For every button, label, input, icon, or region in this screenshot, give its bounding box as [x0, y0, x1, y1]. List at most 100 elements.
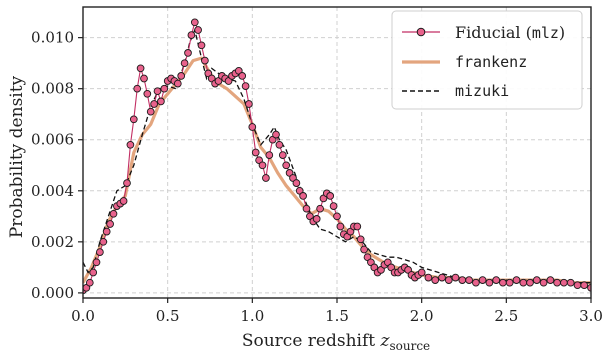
data-point-fiducial	[194, 26, 202, 34]
legend-swatch-fiducial-marker	[416, 27, 426, 37]
x-tick-label: 2.0	[410, 307, 434, 325]
data-point-fiducial	[472, 278, 480, 287]
series-group	[83, 18, 591, 295]
y-tick-label: 0.002	[31, 233, 74, 251]
data-point-fiducial	[99, 237, 108, 246]
data-point-fiducial	[424, 273, 433, 282]
data-point-fiducial	[431, 276, 440, 284]
x-axis-label-text: Source redshift	[242, 331, 375, 350]
data-point-fiducial	[282, 161, 291, 170]
x-tick-label: 0.5	[156, 307, 180, 325]
x-tick-label: 0.0	[71, 307, 95, 325]
data-point-fiducial	[119, 197, 128, 205]
data-point-fiducial	[146, 107, 155, 116]
data-point-fiducial	[505, 278, 514, 287]
data-point-fiducial	[153, 87, 162, 96]
legend-label-mizuki: mizuki	[455, 82, 509, 100]
y-tick-label: 0.004	[31, 182, 74, 200]
data-point-fiducial	[85, 278, 94, 287]
data-point-fiducial	[499, 278, 507, 287]
data-point-fiducial	[126, 140, 135, 149]
data-point-fiducial	[292, 179, 301, 187]
data-point-fiducial	[438, 273, 446, 282]
data-point-fiducial	[258, 161, 267, 170]
y-axis-label: Probability density	[7, 75, 27, 238]
data-point-fiducial	[133, 84, 142, 93]
data-point-fiducial	[160, 84, 169, 93]
data-point-fiducial	[360, 245, 368, 254]
data-point-fiducial	[356, 235, 365, 244]
data-point-fiducial	[102, 227, 111, 236]
legend-label-fiducial-code: mlz	[532, 24, 559, 42]
data-point-fiducial	[458, 276, 467, 284]
data-point-fiducial	[150, 100, 158, 108]
data-point-fiducial	[573, 281, 582, 290]
data-point-fiducial	[251, 148, 260, 157]
x-axis-label-sub: source	[389, 339, 430, 350]
data-point-fiducial	[275, 140, 284, 149]
data-point-fiducial	[241, 82, 250, 90]
data-point-fiducial	[106, 220, 114, 228]
data-point-fiducial	[197, 41, 206, 50]
data-point-fiducial	[532, 276, 541, 284]
legend: Fiducial (mlz) frankenz mizuki	[391, 10, 583, 110]
data-point-fiducial	[136, 64, 145, 73]
x-axis-label-symbol: z	[380, 331, 391, 350]
data-point-fiducial	[485, 278, 494, 287]
data-point-fiducial	[201, 56, 209, 65]
x-tick-label: 2.5	[494, 307, 518, 325]
data-point-fiducial	[353, 222, 362, 231]
data-point-fiducial	[326, 192, 335, 200]
data-point-fiducial	[245, 100, 253, 108]
data-point-fiducial	[157, 97, 165, 106]
y-tick-label: 0.010	[31, 29, 74, 47]
data-point-fiducial	[444, 276, 453, 284]
data-point-fiducial	[248, 123, 257, 131]
data-point-fiducial	[546, 276, 555, 284]
data-point-fiducial	[262, 174, 270, 182]
legend-label-fiducial-text: Fiducial	[455, 23, 521, 42]
data-point-fiducial	[417, 268, 426, 277]
legend-label-frankenz: frankenz	[455, 53, 527, 71]
y-tick-label: 0.008	[31, 80, 74, 98]
data-point-fiducial	[333, 212, 341, 221]
data-point-fiducial	[336, 222, 345, 231]
ticks: 0.0 0.5 1.0 1.5 2.0 2.5 3.0 0.000 0.002 0.004 0.00…	[31, 29, 602, 325]
data-point-fiducial	[512, 276, 521, 284]
data-point-fiducial	[238, 72, 247, 80]
data-point-fiducial	[92, 258, 101, 267]
data-point-fiducial	[519, 278, 528, 287]
data-point-fiducial	[180, 59, 189, 68]
series-line-mizuki	[83, 27, 591, 284]
data-point-fiducial	[299, 192, 307, 200]
data-point-fiducial	[566, 278, 575, 287]
data-point-fiducial	[89, 268, 98, 277]
x-tick-label: 3.0	[579, 307, 602, 325]
data-point-fiducial	[560, 278, 568, 287]
data-point-fiducial	[190, 18, 199, 27]
data-point-fiducial	[278, 151, 287, 159]
plot-area	[83, 18, 591, 295]
data-point-fiducial	[316, 204, 324, 213]
data-point-fiducial	[329, 202, 338, 210]
data-point-fiducial	[173, 79, 182, 88]
data-point-fiducial	[265, 151, 274, 159]
data-point-fiducial	[177, 72, 186, 80]
legend-box	[391, 10, 583, 110]
y-tick-label: 0.006	[31, 131, 74, 149]
data-point-fiducial	[272, 130, 280, 139]
data-point-fiducial	[109, 209, 118, 218]
y-tick-label: 0.000	[31, 284, 74, 302]
data-point-fiducial	[492, 276, 501, 284]
data-point-fiducial	[465, 276, 473, 284]
x-axis-label: Source redshift zsource	[242, 331, 430, 350]
data-point-fiducial	[184, 49, 192, 57]
data-point-fiducial	[451, 273, 460, 282]
data-point-fiducial	[553, 278, 561, 287]
data-point-fiducial	[312, 215, 321, 223]
data-point-fiducial	[187, 31, 196, 39]
x-tick-label: 1.0	[240, 307, 264, 325]
x-tick-label: 1.5	[325, 307, 349, 325]
data-point-fiducial	[580, 281, 589, 290]
